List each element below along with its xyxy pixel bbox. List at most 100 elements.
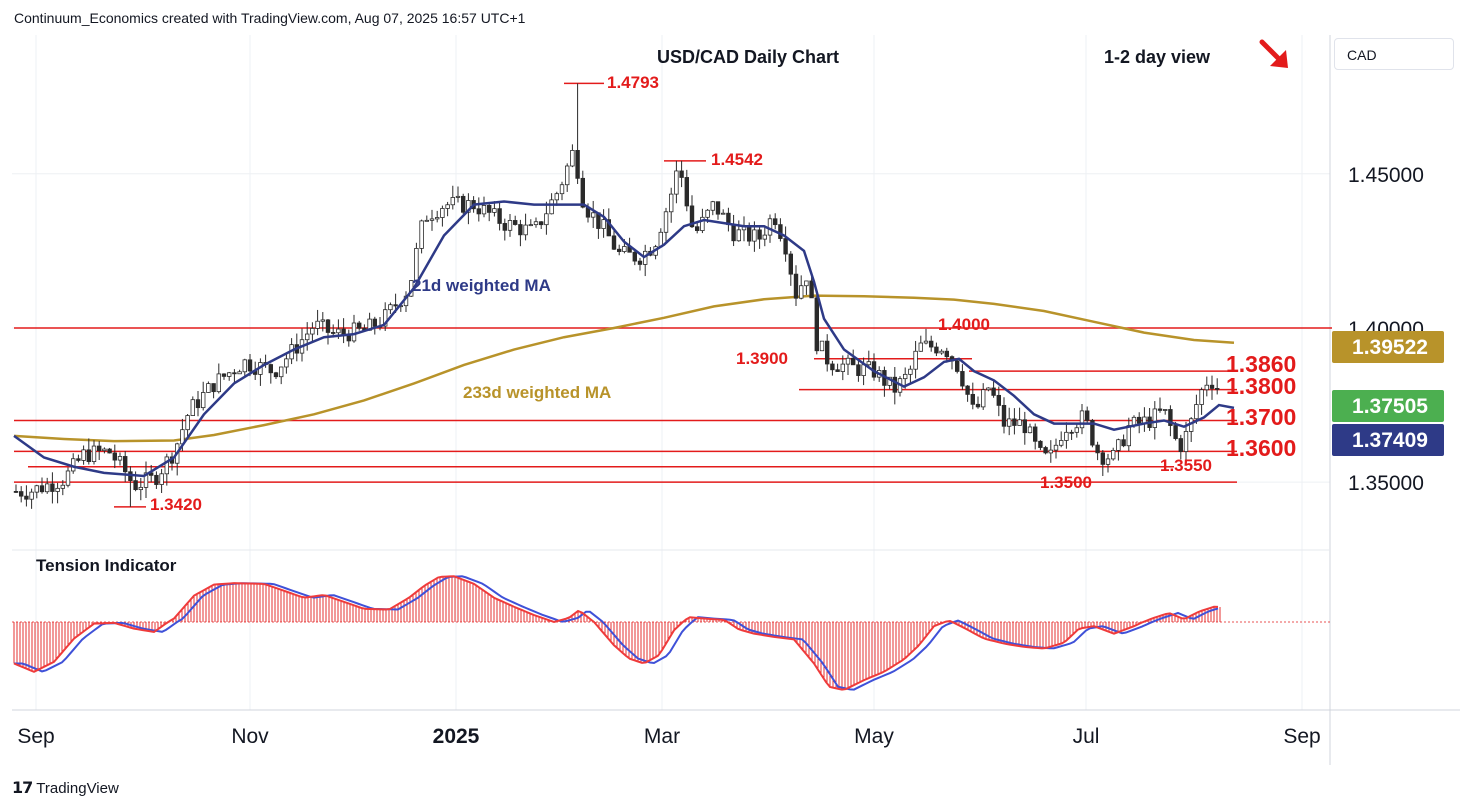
candle-body [102,448,107,452]
candle-body [669,193,674,213]
candle-body [637,260,643,265]
candle-body [1033,426,1038,442]
level-label-4: 1.3860 [1226,351,1296,377]
candle-body [138,486,143,491]
candle-body [195,399,201,409]
candle-body [336,328,341,334]
candle-body [513,220,518,225]
candle-body [622,246,627,252]
candle-body [1183,431,1189,452]
candle-body [1121,439,1126,447]
candle-body [221,373,227,377]
level-label-10: 1.3420 [150,495,202,514]
candle-body [923,340,929,344]
x-tick-6: Sep [1283,725,1320,748]
candle-body [497,208,502,224]
candle-body [767,218,773,236]
view-label: 1-2 day view [1104,47,1211,67]
x-tick-4: May [854,725,894,748]
candle-body [1012,418,1017,426]
candle-body [341,328,346,335]
candle-body [1178,438,1183,452]
candle-body [382,309,388,327]
chart-frame [12,35,1460,765]
candle-body [1137,416,1142,424]
candle-body [518,224,523,236]
candle-body [211,383,216,393]
level-label-6: 1.3700 [1226,404,1296,430]
candle-body [533,221,539,226]
candle-body [903,373,908,380]
candle-body [819,340,825,352]
support-resistance-levels [14,82,1332,508]
candle-body [970,393,975,405]
candle-body [528,224,533,227]
level-label-7: 1.3600 [1226,435,1296,461]
candle-body [50,483,55,492]
candle-body [143,472,149,488]
candle-body [1064,431,1069,441]
candle-body [65,470,71,486]
level-label-2: 1.4000 [938,315,990,334]
candle-body [18,491,24,497]
candle-body [565,165,570,186]
candle-body [492,208,497,213]
candle-body [575,150,580,179]
candle-body [752,229,757,242]
candle-body [445,204,450,209]
candle-body [315,320,320,329]
chart-title: USD/CAD Daily Chart [657,47,839,67]
candle-body [892,376,897,393]
candle-body [507,220,513,231]
candle-body [242,359,247,373]
candle-body [13,491,19,493]
price-badge-2 [1332,424,1444,456]
candle-body [351,322,357,342]
candle-body [1043,447,1048,454]
x-tick-0: Sep [17,725,54,748]
candle-body [559,184,565,195]
price-badge-0 [1332,331,1444,363]
tradingview-logo[interactable]: 𝟭𝟳 TradingView [12,778,119,798]
candle-body [310,328,315,335]
candle-body [304,333,310,341]
candle-body [117,456,123,461]
x-tick-3: Mar [644,725,680,748]
candle-body [918,342,923,352]
candle-body [247,359,253,372]
candle-body [736,229,741,242]
ma21-line [13,200,1235,478]
candle-body [580,177,585,208]
candle-body [710,201,715,211]
candle-body [955,360,960,372]
candle-body [273,372,279,378]
candle-body [112,452,117,461]
candle-body [788,253,793,275]
candle-body [159,473,164,485]
candle-body [845,357,851,365]
candle-body [1017,419,1022,426]
currency-selector[interactable]: CAD [1334,38,1454,70]
candle-body [29,491,34,500]
price-badge-label-0: 1.39522 [1352,336,1428,359]
candle-body [757,229,762,240]
candle-body [554,193,559,201]
candle-body [1079,410,1085,429]
tension-indicator-pane: Tension Indicator [12,556,1330,691]
candle-body [60,484,65,489]
candle-body [34,485,39,493]
candle-body [1111,450,1116,460]
candle-body [617,248,622,252]
candle-body [460,195,466,213]
level-label-8: 1.3550 [1160,456,1212,475]
candle-body [809,280,814,299]
candle-body [866,361,871,366]
candle-body [1090,420,1095,446]
candle-body [1199,389,1204,405]
candle-body [76,458,81,461]
attribution-text: Continuum_Economics created with Trading… [14,10,526,26]
candle-body [330,332,336,334]
candle-body [825,340,830,365]
